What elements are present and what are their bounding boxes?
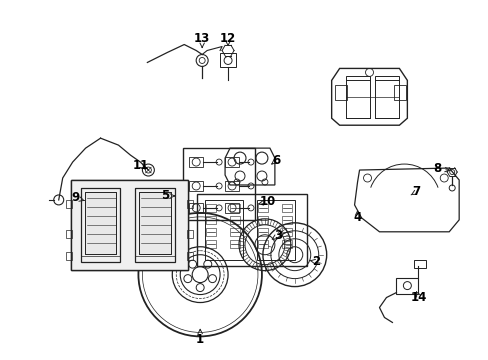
Bar <box>135 188 175 262</box>
Bar <box>206 228 216 236</box>
Bar <box>189 203 203 213</box>
Bar <box>84 192 116 254</box>
Bar <box>187 230 193 238</box>
Text: 6: 6 <box>272 154 281 167</box>
Text: 5: 5 <box>161 189 169 202</box>
Bar <box>189 181 203 191</box>
Bar <box>229 204 240 212</box>
Text: 7: 7 <box>411 185 420 198</box>
Bar <box>206 216 216 224</box>
Bar <box>65 252 72 260</box>
Bar <box>258 240 267 248</box>
Text: 12: 12 <box>220 32 236 45</box>
Bar <box>139 192 171 254</box>
Text: 13: 13 <box>194 32 210 45</box>
Text: 3: 3 <box>273 229 282 242</box>
Text: 8: 8 <box>432 162 441 175</box>
Bar <box>197 194 306 266</box>
Bar <box>256 200 294 260</box>
Bar <box>81 188 120 262</box>
Bar <box>258 228 267 236</box>
Bar <box>281 240 291 248</box>
Bar <box>206 204 216 212</box>
Text: 9: 9 <box>71 192 80 204</box>
Bar <box>394 85 406 100</box>
Bar <box>229 240 240 248</box>
Text: 14: 14 <box>410 291 427 304</box>
Bar <box>224 181 239 191</box>
Bar <box>334 85 346 100</box>
Bar <box>71 180 188 270</box>
Bar <box>229 216 240 224</box>
Bar <box>187 200 193 208</box>
Bar <box>281 204 291 212</box>
Bar <box>229 228 240 236</box>
Bar <box>189 157 203 167</box>
Bar <box>258 216 267 224</box>
Bar <box>396 278 417 293</box>
Bar <box>220 54 236 67</box>
Bar <box>71 180 188 270</box>
Bar <box>413 260 426 268</box>
Text: 2: 2 <box>311 255 319 268</box>
Text: 1: 1 <box>196 333 204 346</box>
Text: 10: 10 <box>259 195 275 208</box>
Bar <box>345 76 369 118</box>
Bar <box>281 228 291 236</box>
Bar <box>71 180 188 270</box>
Bar <box>224 203 239 213</box>
Bar <box>183 148 254 220</box>
Bar <box>206 240 216 248</box>
Text: 4: 4 <box>353 211 361 224</box>
Bar <box>187 252 193 260</box>
Bar <box>65 230 72 238</box>
Bar <box>375 76 399 118</box>
Bar <box>139 192 171 254</box>
Bar <box>224 157 239 167</box>
Bar <box>84 192 116 254</box>
Bar <box>281 216 291 224</box>
Bar <box>258 204 267 212</box>
Bar <box>65 200 72 208</box>
Text: 11: 11 <box>132 158 148 172</box>
Bar <box>205 200 243 260</box>
